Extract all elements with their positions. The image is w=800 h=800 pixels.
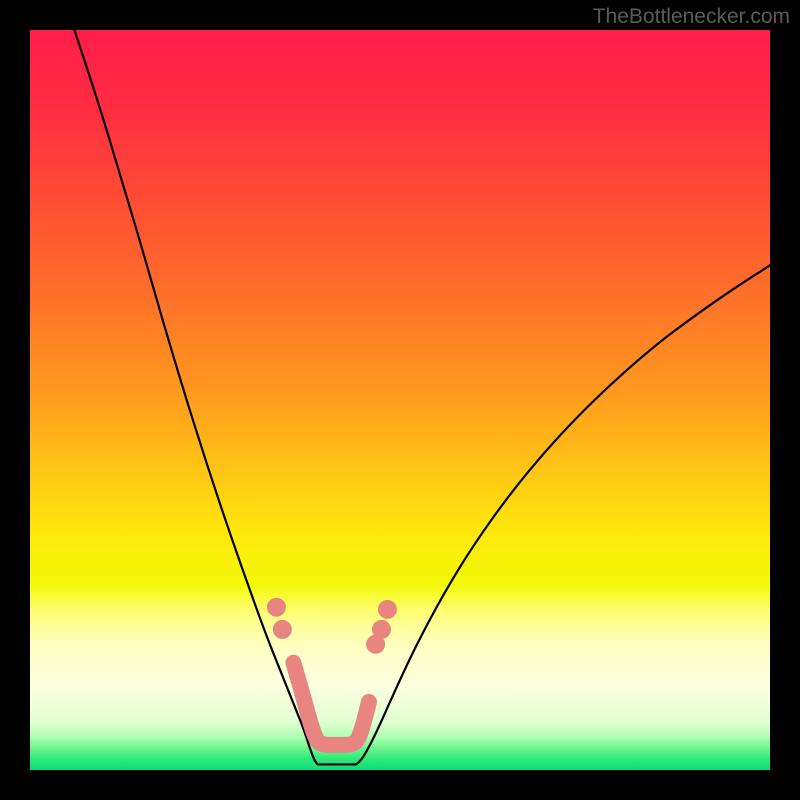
gradient-background bbox=[30, 30, 770, 770]
marker-left-dot-1 bbox=[273, 620, 291, 638]
watermark-text: TheBottlenecker.com bbox=[593, 5, 790, 29]
plot-svg-container bbox=[30, 30, 770, 770]
marker-right-dot-0 bbox=[378, 600, 396, 618]
plot-area bbox=[30, 30, 770, 770]
chart-stage: TheBottlenecker.com bbox=[0, 0, 800, 800]
marker-left-dot-0 bbox=[267, 598, 285, 616]
marker-right-dot-2 bbox=[367, 635, 385, 653]
